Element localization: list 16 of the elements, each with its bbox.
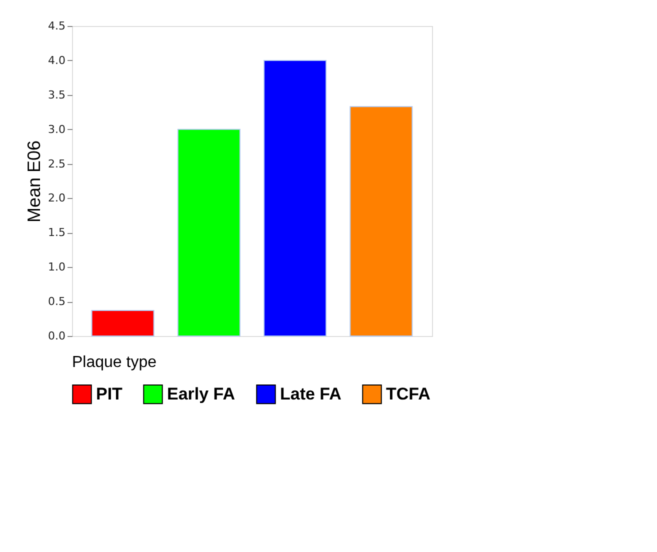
y-tick-label: 4.0 <box>48 54 66 67</box>
legend-label: TCFA <box>386 384 430 404</box>
y-tick-label: 2.5 <box>48 157 66 170</box>
y-tick-label: 3.5 <box>48 88 66 102</box>
legend-label: Late FA <box>280 384 342 404</box>
y-tick-label: 0.0 <box>48 330 66 342</box>
y-tick-label: 3.0 <box>48 122 66 136</box>
legend-label: PIT <box>96 384 124 404</box>
y-axis-title: Mean E06 <box>24 140 44 223</box>
y-tick-label: 4.5 <box>48 20 66 32</box>
y-tick-label: 1.0 <box>48 260 66 274</box>
y-tick-label: 0.5 <box>48 295 66 308</box>
y-tick-label: 1.5 <box>48 226 66 240</box>
legend-title: Plaque type <box>72 354 157 371</box>
y-tick-label: 2.0 <box>48 192 66 205</box>
legend-label: Early FA <box>167 384 236 404</box>
